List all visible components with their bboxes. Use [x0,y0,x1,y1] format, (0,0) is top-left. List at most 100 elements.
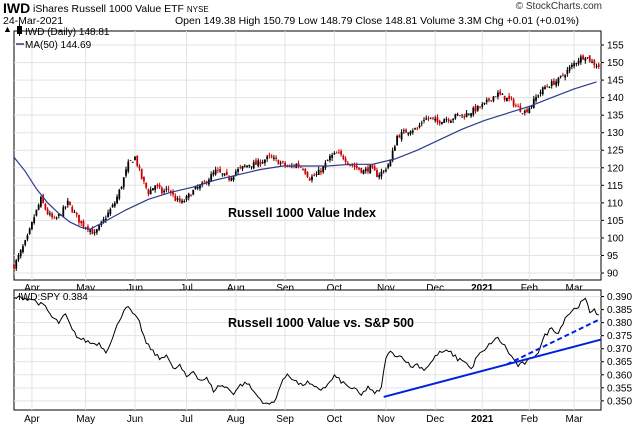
price-bar-body [593,60,596,66]
price-bar-body [42,195,45,204]
price-x-tick-label: Jul [180,283,193,294]
price-x-tick-label: Aug [227,283,245,294]
date: 24-Mar-2021 [3,15,64,27]
price-bar-body [418,125,421,128]
brand[interactable]: © StockCharts.com [515,1,602,12]
price-bar-body [136,155,139,166]
price-bar-body [82,221,85,227]
price-bar-body [485,99,488,102]
price-bar-body [243,165,246,167]
price-y-tick-label: 120 [607,163,624,174]
ratio-x-tick-label: Sep [276,414,294,425]
price-y-tick-label: 90 [607,268,619,279]
price-bar-body [31,221,33,230]
price-bar-body [44,204,47,210]
price-bar-body [53,217,56,219]
price-x-tick-label: Sep [276,283,294,294]
price-bar-body [387,164,390,168]
price-bar-body [414,128,416,130]
price-y-tick-label: 145 [607,76,624,87]
price-bar-body [138,166,141,169]
price-bar-body [588,55,591,62]
price-bar-body [19,250,22,257]
up-arrow-icon: ▲ [3,24,12,34]
price-bar-body [566,69,569,75]
price-bar-body [48,213,51,215]
ma50-line [13,81,597,230]
price-bar-body [416,128,419,130]
price-bar-body [248,165,251,167]
price-bar-body [443,119,446,123]
price-bar-body [393,146,396,151]
price-bar-body [447,119,450,122]
price-bar-body [15,260,18,269]
price-panel-frame [13,30,602,281]
price-bar-body [371,165,374,168]
price-bar-body [232,176,235,180]
price-x-tick-label: Mar [565,283,583,294]
price-bar-body [228,176,230,180]
price-bar-body [467,114,470,116]
price-y-tick-label: 150 [607,58,624,69]
price-bar-body [284,162,286,166]
price-bar-body [559,75,562,78]
price-bar-body [131,161,134,163]
price-bar-body [46,209,49,215]
price-bar-body [69,201,71,205]
price-bar-body [405,129,407,133]
price-bar-body [553,80,555,85]
ratio-x-tick-label: Feb [521,414,539,425]
price-bar-body [129,160,132,161]
price-bar-body [528,107,531,114]
price-bar-body [91,228,94,235]
price-bar-body [306,172,309,178]
price-bar-body [89,229,92,232]
price-bar-body [382,170,385,172]
price-bar-body [17,255,20,260]
price-bar-body [367,167,369,172]
price-bar-body [461,114,463,116]
price-bar-body [93,232,96,234]
price-bar-body [510,97,513,99]
price-bar-body [111,204,114,208]
ratio-y-tick-label: 0.370 [607,344,632,355]
price-bar-body [530,105,533,108]
price-bar-body [149,189,152,195]
price-bar-body [575,63,578,64]
price-bar-body [145,182,148,188]
price-bar-body [380,171,383,177]
price-bar-body [320,170,322,173]
price-bar-body [304,169,307,174]
price-bar-body [104,218,107,220]
price-bar-body [523,110,526,113]
price-bar-body [80,220,83,224]
price-bar-body [595,66,598,68]
price-y-tick-label: 130 [607,128,624,139]
price-bar-body [364,168,367,172]
price-bar-body [102,219,105,223]
price-bar-body [535,97,537,101]
price-bar-body [539,92,542,94]
ratio-x-tick-label: Dec [426,414,444,425]
price-bar-body [33,217,36,223]
price-bar-body [183,201,186,203]
price-bar-body [579,56,582,63]
price-bar-body [335,152,338,154]
price-bar-body [521,113,524,114]
price-bar-body [355,165,358,168]
price-bar-body [297,163,300,167]
ratio-x-tick-label: Apr [24,414,40,425]
price-bar-body [396,135,399,146]
ma-legend-label: MA(50) 144.69 [25,40,92,51]
price-bar-body [196,186,199,189]
price-bar-body [163,190,166,193]
price-bar-body [490,100,493,102]
price-bar-body [420,122,423,124]
price-bar-body [261,162,264,164]
price-bar-body [409,131,412,134]
price-bar-body [458,115,461,117]
price-bar-body [389,159,392,167]
price-bar-body [582,55,584,60]
price-bar-body [550,81,553,86]
